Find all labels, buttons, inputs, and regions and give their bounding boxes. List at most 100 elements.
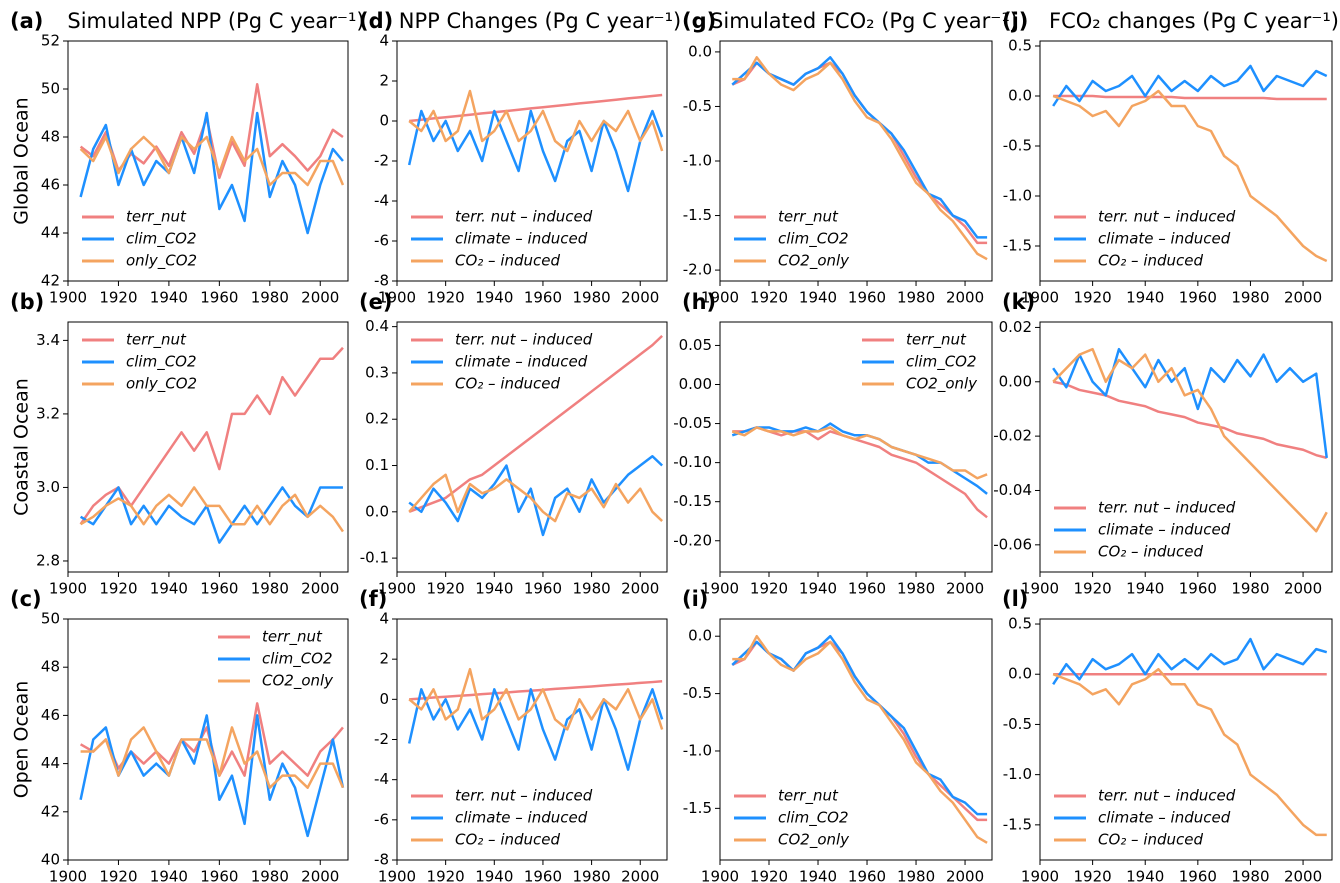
panel: 1900 1920 1940 1960 1980 2000 -8 -6 -4 -2 0 2 4 terr.… bbox=[374, 610, 668, 883]
legend-label: CO2_only bbox=[262, 672, 334, 691]
series-line bbox=[1052, 64, 1328, 107]
series-line bbox=[1053, 94, 1327, 101]
x-tick-label: 1980 bbox=[1231, 289, 1269, 307]
series-line bbox=[732, 634, 988, 844]
panel-title: NPP Changes (Pg C year⁻¹) bbox=[399, 9, 681, 33]
x-tick-label: 1900 bbox=[701, 580, 739, 598]
series-line bbox=[1052, 347, 1328, 533]
x-tick-label: 1960 bbox=[848, 868, 886, 883]
y-tick-label: 0.00 bbox=[999, 372, 1032, 390]
panel-label: (a) bbox=[10, 9, 43, 33]
panel-label: (f) bbox=[359, 587, 387, 611]
panel-label: (c) bbox=[10, 587, 42, 611]
x-tick-label: 1980 bbox=[251, 868, 289, 883]
y-tick-label: 0 bbox=[379, 112, 389, 130]
x-tick-label: 1940 bbox=[150, 868, 188, 883]
y-tick-label: 0.5 bbox=[1008, 37, 1032, 55]
x-tick-label: 2000 bbox=[301, 289, 339, 307]
x-tick-label: 1960 bbox=[524, 289, 562, 307]
x-tick-label: 1900 bbox=[378, 868, 416, 883]
x-tick-label: 1920 bbox=[99, 289, 137, 307]
plot-frame bbox=[1039, 40, 1333, 282]
y-tick-label: -8 bbox=[374, 851, 389, 869]
panel: 1900 1920 1940 1960 1980 2000 -1.5 -1.0 -0.5 0.0 0… bbox=[1003, 37, 1333, 307]
y-tick-label: 50 bbox=[41, 610, 60, 628]
x-tick-label: 1980 bbox=[1231, 580, 1269, 598]
legend-label: climate – induced bbox=[1098, 809, 1231, 827]
y-tick-label: -1.0 bbox=[1003, 187, 1032, 205]
y-tick-label: -2.0 bbox=[683, 261, 712, 279]
y-tick-label: 42 bbox=[41, 272, 60, 290]
panel-label: (j) bbox=[1002, 9, 1028, 33]
panel-title: Simulated FCO₂ (Pg C year⁻¹) bbox=[710, 9, 1018, 33]
panel: 1900 1920 1940 1960 1980 2000 -0.06 -0.04 -0.02 0… bbox=[993, 318, 1333, 598]
y-tick-label: -0.5 bbox=[683, 684, 712, 702]
panel-label: (g) bbox=[682, 9, 716, 33]
panel-label: (i) bbox=[682, 587, 708, 611]
y-tick-label: 0.0 bbox=[688, 627, 712, 645]
legend-label: terr. nut – induced bbox=[455, 208, 593, 226]
x-tick-label: 1920 bbox=[1074, 289, 1112, 307]
y-tick-label: 44 bbox=[41, 754, 60, 772]
x-tick-label: 1960 bbox=[1179, 289, 1217, 307]
panel: 1900 1920 1940 1960 1980 2000 40 42 44 46 48 50 terr… bbox=[41, 610, 349, 883]
panel-label: (e) bbox=[359, 290, 392, 314]
plot-frame bbox=[67, 321, 349, 573]
y-tick-label: 0 bbox=[379, 690, 389, 708]
legend-label: CO₂ – induced bbox=[1098, 252, 1204, 270]
y-tick-label: 4 bbox=[379, 32, 389, 50]
legend-label: CO2_only bbox=[906, 375, 978, 394]
x-tick-label: 1940 bbox=[1126, 289, 1164, 307]
y-tick-label: 0.4 bbox=[365, 317, 389, 335]
y-tick-label: 52 bbox=[41, 32, 60, 50]
x-tick-label: 2000 bbox=[621, 868, 659, 883]
series-line bbox=[731, 634, 988, 816]
y-tick-label: 0.05 bbox=[679, 336, 712, 354]
legend-label: climate – induced bbox=[1098, 230, 1231, 248]
series-line bbox=[409, 680, 663, 701]
y-tick-label: 48 bbox=[41, 658, 60, 676]
x-tick-label: 1940 bbox=[1126, 868, 1164, 883]
y-tick-label: -2 bbox=[374, 730, 389, 748]
x-tick-label: 1960 bbox=[524, 580, 562, 598]
legend-label: clim_CO2 bbox=[778, 809, 849, 828]
y-tick-label: -4 bbox=[374, 192, 389, 210]
series-line bbox=[731, 56, 988, 239]
x-tick-label: 2000 bbox=[946, 580, 984, 598]
legend-label: climate – induced bbox=[455, 809, 588, 827]
legend-label: CO₂ – induced bbox=[1098, 543, 1204, 561]
y-tick-label: 44 bbox=[41, 224, 60, 242]
x-tick-label: 2000 bbox=[621, 580, 659, 598]
y-tick-label: -2 bbox=[374, 152, 389, 170]
x-tick-label: 1960 bbox=[1179, 868, 1217, 883]
series-line bbox=[408, 455, 664, 537]
legend-label: climate – induced bbox=[455, 353, 588, 371]
series-line bbox=[732, 426, 988, 519]
series-line bbox=[1052, 637, 1328, 685]
x-tick-label: 1900 bbox=[1021, 289, 1059, 307]
legend-label: terr_nut bbox=[126, 208, 187, 227]
x-tick-label: 1940 bbox=[799, 868, 837, 883]
x-tick-label: 1920 bbox=[750, 289, 788, 307]
y-tick-label: 3.0 bbox=[36, 478, 60, 496]
y-tick-label: 46 bbox=[41, 706, 60, 724]
x-tick-label: 1980 bbox=[1231, 868, 1269, 883]
legend-label: climate – induced bbox=[1098, 521, 1231, 539]
panel-label: (k) bbox=[1002, 290, 1035, 314]
legend-label: CO₂ – induced bbox=[1098, 831, 1204, 849]
y-tick-label: 0.5 bbox=[1008, 615, 1032, 633]
series-line bbox=[80, 726, 345, 789]
x-tick-label: 1920 bbox=[1074, 868, 1112, 883]
x-tick-label: 1900 bbox=[49, 580, 87, 598]
x-tick-label: 1900 bbox=[49, 289, 87, 307]
series-line bbox=[408, 473, 664, 523]
plot-frame bbox=[1039, 618, 1333, 861]
y-tick-label: -0.20 bbox=[673, 531, 712, 549]
y-tick-label: -0.02 bbox=[993, 427, 1032, 445]
panel: 1900 1920 1940 1960 1980 2000 42 44 46 48 50 52 terr… bbox=[41, 32, 349, 307]
x-tick-label: 1960 bbox=[848, 289, 886, 307]
y-tick-label: 48 bbox=[41, 128, 60, 146]
panel-label: (h) bbox=[682, 290, 716, 314]
